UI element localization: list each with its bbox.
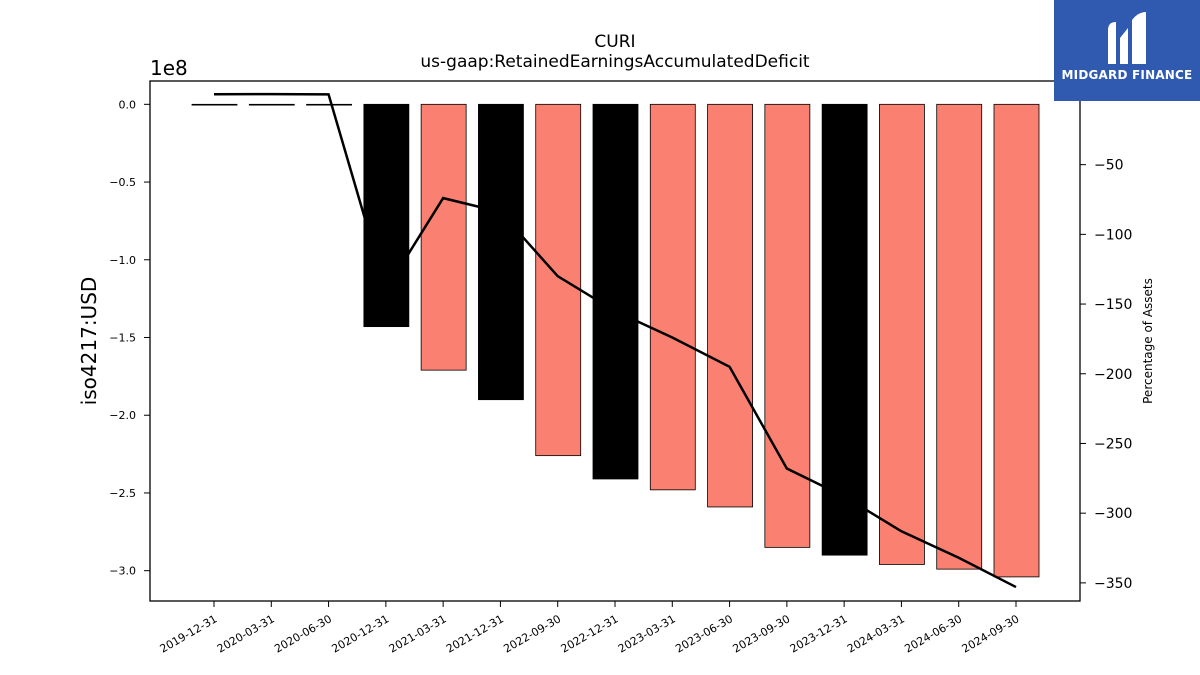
x-tick-label: 2021-12-31 — [444, 612, 506, 655]
y-tick-label: −3.0 — [109, 565, 136, 578]
x-tick-label: 2023-03-31 — [616, 612, 678, 655]
bar — [420, 103, 467, 371]
y-tick-label: 0.0 — [119, 98, 137, 111]
bar — [707, 103, 753, 508]
bar — [535, 103, 582, 457]
y-offset-label: 1e8 — [150, 56, 188, 80]
y2-tick-label: −350 — [1094, 576, 1132, 592]
midgard-finance-logo: MIDGARD FINANCE — [1054, 0, 1200, 101]
chart-subtitle: us-gaap:RetainedEarningsAccumulatedDefic… — [420, 52, 810, 72]
x-tick-label: 2024-09-30 — [960, 612, 1022, 655]
bar-group — [191, 103, 1040, 578]
logo-text: MIDGARD FINANCE — [1061, 68, 1193, 82]
bar — [879, 103, 925, 565]
y2-tick-label: −250 — [1094, 436, 1132, 452]
x-tick-label: 2020-03-31 — [215, 612, 277, 655]
x-tick-label: 2020-06-30 — [272, 612, 334, 655]
bar — [993, 103, 1040, 578]
bar — [306, 103, 352, 106]
bar — [649, 103, 696, 491]
series-line — [213, 92, 1017, 589]
y-tick-label: −0.5 — [109, 176, 136, 189]
y-tick-label: −1.0 — [109, 254, 136, 267]
bar — [821, 103, 868, 556]
y2-tick-label: −50 — [1094, 158, 1124, 174]
chart-title: CURI — [594, 32, 636, 52]
bar — [363, 103, 410, 328]
bar — [936, 103, 983, 570]
x-tick-label: 2024-03-31 — [845, 612, 907, 655]
bar — [478, 103, 524, 401]
x-tick-label: 2023-12-31 — [788, 612, 850, 655]
x-tick-label: 2022-12-31 — [559, 612, 621, 655]
bar — [248, 103, 295, 106]
y-axis-left: 0.0 −0.5 −1.0 −1.5 −2.0 −2.5 −3.0 — [109, 98, 150, 578]
y-axis-label: iso4217:USD — [77, 277, 101, 406]
x-tick-label: 2021-03-31 — [387, 612, 449, 655]
x-tick-label: 2020-12-31 — [329, 612, 391, 655]
y-tick-label: −1.5 — [109, 332, 136, 345]
y2-tick-label: −200 — [1094, 367, 1132, 383]
x-tick-label: 2024-06-30 — [902, 612, 964, 655]
x-tick-label: 2022-09-30 — [501, 612, 563, 655]
bar — [191, 103, 238, 106]
x-tick-label: 2019-12-31 — [158, 612, 220, 655]
y2-axis-label: Percentage of Assets — [1141, 278, 1155, 404]
x-tick-label: 2023-06-30 — [673, 612, 735, 655]
line-group — [213, 92, 1017, 589]
x-tick-label: 2023-09-30 — [730, 612, 792, 655]
y2-tick-label: −100 — [1094, 227, 1132, 243]
x-axis: 2019-12-312020-03-312020-06-302020-12-31… — [158, 601, 1022, 656]
logo-mark-icon — [1108, 12, 1146, 64]
y-axis-right: 0−50−100−150−200−250−300−350 — [1080, 88, 1132, 592]
y2-tick-label: −300 — [1094, 506, 1132, 522]
y-tick-label: −2.0 — [109, 409, 136, 422]
bar — [592, 103, 639, 480]
y2-tick-label: −150 — [1094, 297, 1132, 313]
y-tick-label: −2.5 — [109, 487, 136, 500]
bar — [764, 103, 811, 548]
